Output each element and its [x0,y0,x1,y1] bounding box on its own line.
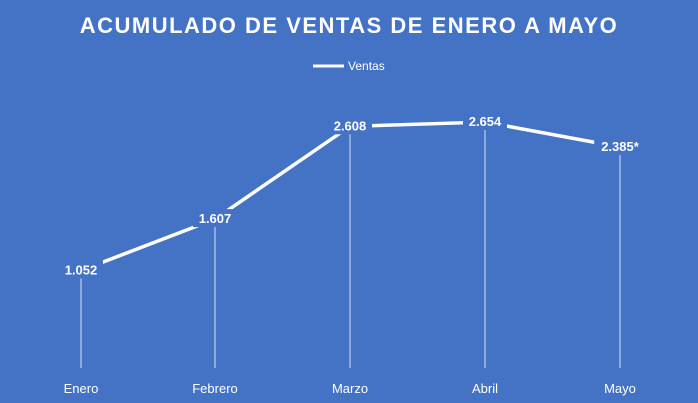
data-label-group: 2.654 [463,112,507,131]
series-line-segment [79,217,217,273]
data-label: 2.654 [469,114,502,129]
data-label-group: 2.385* [594,136,646,155]
data-label-background [193,209,237,228]
x-tick-label: Mayo [604,381,636,396]
x-tick-label: Marzo [332,381,368,396]
data-label: 2.608 [334,118,367,133]
data-label: 1.607 [199,211,232,226]
series-line-segment [348,120,487,129]
data-label-background [59,260,103,279]
data-labels: 1.052 1.607 2.608 2.654 2.385* [59,112,646,279]
data-label-background [594,136,646,155]
x-tick-label: Enero [64,381,99,396]
data-label-group: 1.052 [59,260,103,279]
chart-title: ACUMULADO DE VENTAS DE ENERO A MAYO [80,13,619,38]
x-tick-label: Abril [472,381,498,396]
legend: Ventas [313,59,385,73]
data-label-background [328,116,372,135]
series-line-segment [213,124,352,221]
drop-lines [80,122,621,368]
x-tick-label: Febrero [192,381,238,396]
x-axis-tick-labels: Enero Febrero Marzo Abril Mayo [64,381,636,396]
data-label-group: 2.608 [328,116,372,135]
data-label: 2.385* [601,139,640,154]
data-label-background [463,112,507,131]
data-label-group: 1.607 [193,209,237,228]
data-label: 1.052 [65,263,98,278]
legend-label-ventas: Ventas [348,59,385,73]
